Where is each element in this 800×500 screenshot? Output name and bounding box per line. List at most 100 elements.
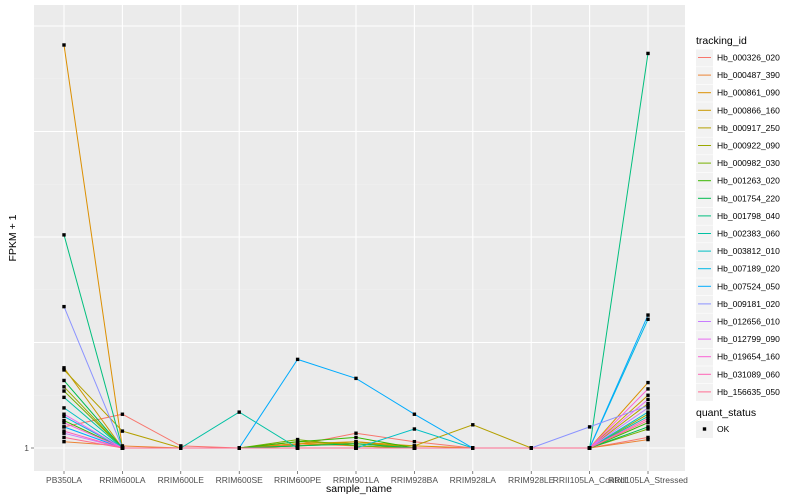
- x-tick-label: RRIM928BA: [391, 475, 439, 485]
- legend-label: Hb_019654_160: [717, 352, 780, 362]
- data-point: [354, 431, 358, 435]
- major-gridlines: [34, 5, 685, 471]
- legend-items: Hb_000326_020 Hb_000487_390 Hb_000861_090 H…: [696, 49, 780, 401]
- data-point: [120, 446, 125, 450]
- x-tick-label: PB350LA: [46, 475, 82, 485]
- data-point: [646, 420, 650, 425]
- data-point: [646, 418, 650, 423]
- data-point: [62, 414, 66, 419]
- data-point: [120, 429, 125, 433]
- data-point: [354, 446, 358, 450]
- data-point: [354, 435, 358, 440]
- legend-title-quant-status: quant_status: [696, 407, 756, 419]
- data-point: [62, 368, 66, 372]
- legend-label: Hb_003812_010: [717, 246, 780, 256]
- data-point: [646, 397, 650, 402]
- x-tick-label: RRIM600PE: [274, 475, 322, 485]
- data-point: [120, 444, 125, 448]
- data-point: [62, 366, 66, 370]
- data-point: [237, 446, 241, 450]
- data-point: [412, 446, 417, 450]
- x-tick-label: RRII105LA_Control: [553, 475, 627, 485]
- legend-shape-label: OK: [717, 424, 730, 434]
- data-point: [587, 425, 592, 429]
- data-point: [295, 444, 300, 448]
- data-point: [646, 406, 650, 410]
- data-point: [412, 444, 417, 448]
- legend-label: Hb_000487_390: [717, 70, 780, 80]
- legend-label: Hb_000326_020: [717, 53, 780, 63]
- legend-label: Hb_031089_060: [717, 369, 780, 379]
- data-point: [62, 420, 66, 425]
- data-point: [295, 446, 300, 450]
- data-point: [62, 429, 66, 433]
- data-point: [646, 404, 650, 408]
- data-point: [646, 387, 650, 391]
- data-point: [646, 401, 650, 406]
- data-point: [646, 410, 650, 414]
- data-point: [646, 380, 650, 385]
- data-point: [295, 437, 300, 442]
- data-point: [354, 442, 358, 446]
- x-axis-title: sample_name: [326, 483, 392, 495]
- legend-title-tracking-id: tracking_id: [696, 35, 747, 47]
- data-point: [62, 425, 66, 429]
- legend-label: Hb_002383_060: [717, 229, 780, 239]
- data-point: [62, 431, 66, 435]
- y-axis-title: FPKM + 1: [7, 214, 19, 261]
- data-point: [179, 444, 183, 448]
- legend-label: Hb_009181_020: [717, 299, 780, 309]
- data-point: [646, 416, 650, 421]
- data-point: [295, 442, 300, 446]
- x-tick-label: RRIM600SE: [216, 475, 264, 485]
- data-point: [646, 427, 650, 431]
- data-point: [646, 414, 650, 419]
- legend-label: Hb_000917_250: [717, 123, 780, 133]
- data-point: [646, 437, 650, 442]
- plot-panel: [34, 5, 685, 471]
- data-point: [646, 317, 650, 321]
- x-tick-label: RRIM901LA: [333, 475, 380, 485]
- x-tick-label: RRIM600LA: [99, 475, 146, 485]
- legend-label: Hb_012656_010: [717, 317, 780, 327]
- legend-label: Hb_156635_050: [717, 387, 780, 397]
- data-point: [412, 427, 417, 431]
- data-point: [646, 313, 650, 317]
- x-tick-label: RRIM928LA: [450, 475, 497, 485]
- data-point: [62, 439, 66, 444]
- legend-label: Hb_000922_090: [717, 141, 780, 151]
- minor-gridlines: [34, 78, 685, 396]
- data-point: [354, 444, 358, 448]
- x-tick-label: RRIM928LE: [508, 475, 555, 485]
- data-point: [646, 393, 650, 397]
- legend-shape-items: OK: [696, 421, 730, 438]
- x-axis: PB350LA RRIM600LA RRIM600LE RRIM600SE RRIM60…: [46, 471, 688, 485]
- data-point: [646, 51, 650, 56]
- data-point: [179, 446, 183, 450]
- legend-label: Hb_001754_220: [717, 193, 780, 203]
- data-point: [62, 233, 66, 237]
- data-point: [471, 446, 475, 450]
- legend-label: Hb_000982_030: [717, 158, 780, 168]
- data-point: [412, 439, 417, 444]
- data-point: [62, 389, 66, 393]
- data-point: [295, 439, 300, 444]
- data-point: [62, 378, 66, 383]
- legend-label: Hb_007524_050: [717, 281, 780, 291]
- data-point: [646, 412, 650, 416]
- y-tick-label: 1: [24, 443, 29, 453]
- legend-label: Hb_000861_090: [717, 88, 780, 98]
- legend: tracking_id Hb_000326_020Hb_000487_390Hb…: [696, 35, 780, 438]
- data-point: [62, 43, 66, 47]
- y-axis: 1: [24, 443, 34, 453]
- data-point: [62, 412, 66, 416]
- data-point: [354, 439, 358, 444]
- data-point: [237, 410, 241, 414]
- data-point: [62, 385, 66, 389]
- data-point: [412, 412, 417, 416]
- data-point: [62, 406, 66, 410]
- data-point: [62, 435, 66, 440]
- data-point: [646, 435, 650, 440]
- data-point: [646, 425, 650, 429]
